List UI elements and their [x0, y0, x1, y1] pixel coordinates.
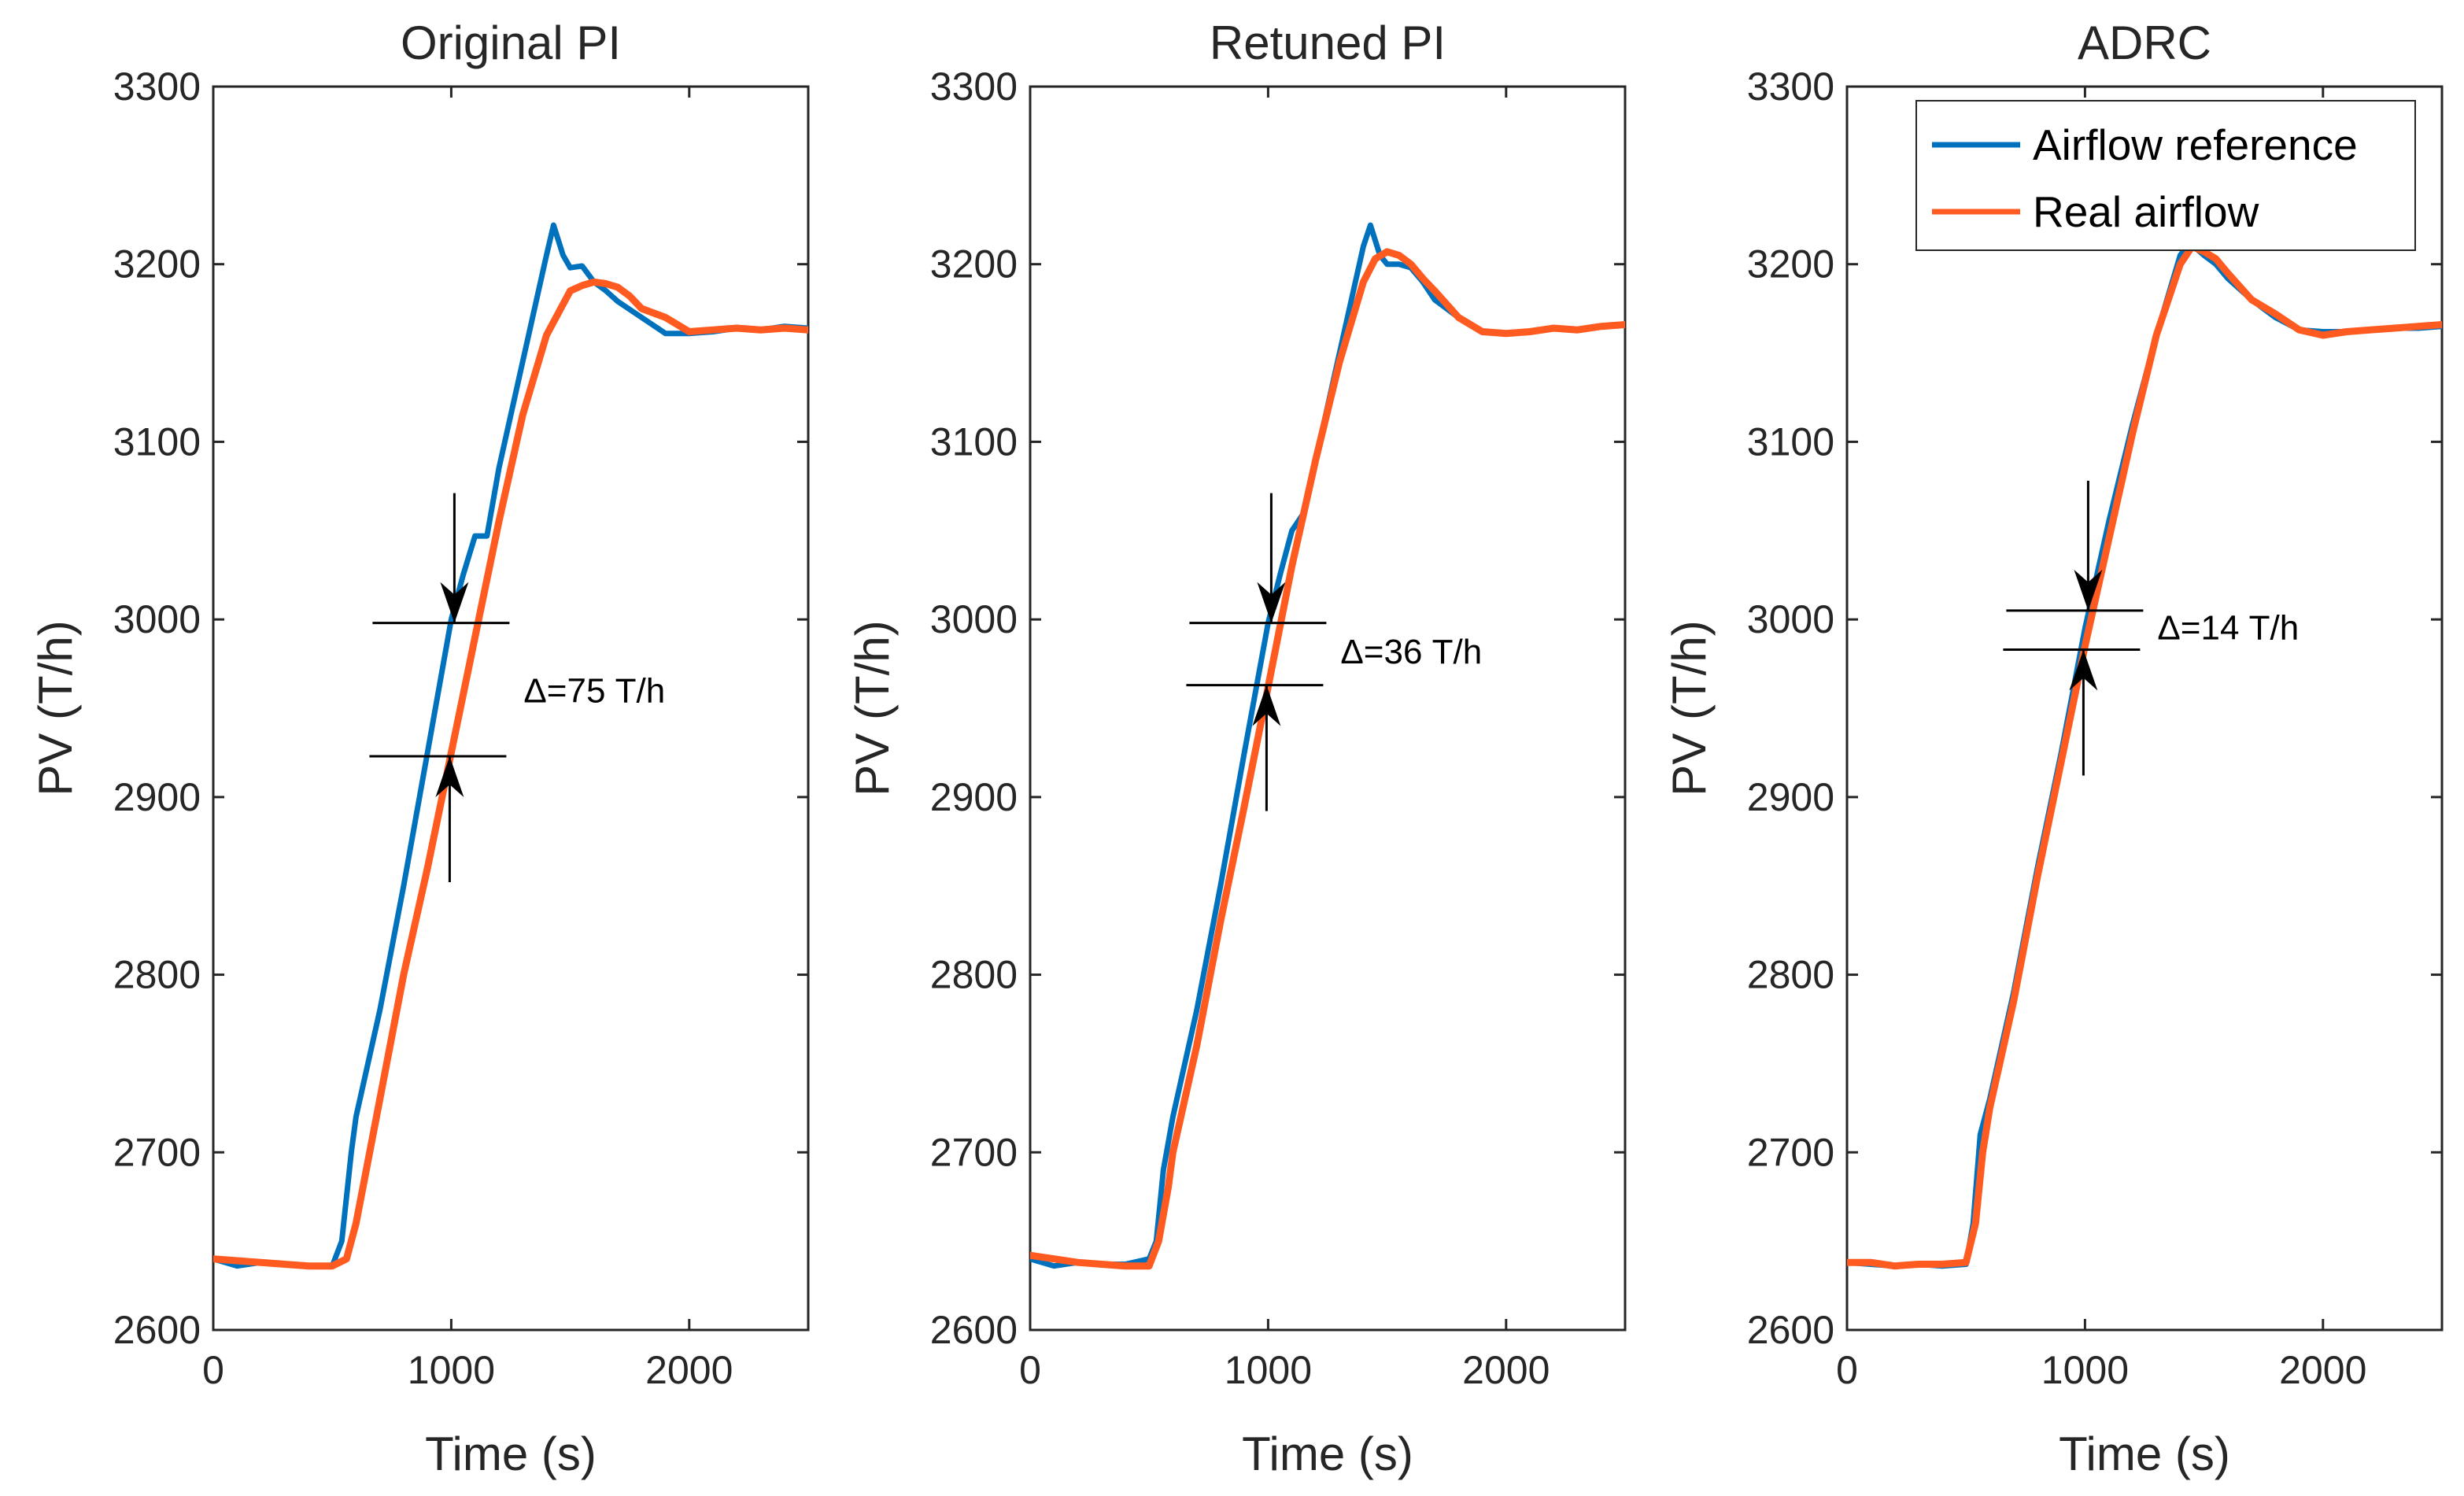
x-tick-label: 1000	[1225, 1348, 1312, 1392]
y-tick-label: 2600	[113, 1308, 201, 1352]
y-tick-label: 2900	[1747, 775, 1834, 819]
y-tick-label: 3000	[1747, 597, 1834, 641]
chart-title: ADRC	[2078, 17, 2211, 69]
y-tick-label: 3200	[930, 242, 1018, 286]
chart-panel-3: 2600 2700 2800 2900 3000 3100 3200 3300 0 1000 200…	[1663, 17, 2444, 1480]
x-tick-label: 2000	[2279, 1348, 2366, 1392]
axes-box	[1845, 85, 2444, 1332]
series-group	[213, 222, 808, 1270]
x-axis-label: Time (s)	[2059, 1428, 2230, 1480]
real-airflow-line	[213, 278, 808, 1270]
axes-box	[212, 85, 810, 1332]
y-tick-label: 3100	[113, 419, 201, 464]
y-tick-label: 3300	[1747, 65, 1834, 109]
y-tick-label: 2600	[930, 1308, 1018, 1352]
chart-panel-2: 2600 2700 2800 2900 3000 3100 3200 3300 0 1000 200…	[846, 17, 1627, 1480]
delta-lower-arrow-head	[1252, 685, 1281, 726]
y-tick-label: 2600	[1747, 1308, 1834, 1352]
delta-label: Δ=36 T/h	[1340, 633, 1482, 671]
series-group	[1847, 240, 2442, 1270]
delta-lower-arrow-head	[2069, 649, 2098, 691]
delta-upper-arrow-head	[2074, 569, 2103, 611]
y-tick-label: 3100	[1747, 419, 1834, 464]
chart-title: Retuned PI	[1210, 17, 1446, 69]
delta-upper-arrow-head	[1257, 582, 1286, 623]
y-tick-label: 2900	[930, 775, 1018, 819]
y-tick-label: 3100	[930, 419, 1018, 464]
legend-entry: Real airflow	[2033, 187, 2259, 236]
y-tick-label: 3300	[930, 65, 1018, 109]
y-tick-label: 2800	[113, 953, 201, 997]
legend: Airflow reference Real airflow	[1915, 100, 2416, 251]
y-axis-label: PV (T/h)	[1663, 620, 1716, 796]
series-group	[1030, 222, 1625, 1270]
y-tick-label: 2700	[113, 1130, 201, 1174]
x-tick-label: 2000	[645, 1348, 733, 1392]
y-axis-label: PV (T/h)	[846, 620, 899, 796]
y-tick-label: 3200	[113, 242, 201, 286]
y-tick-label: 3300	[113, 65, 201, 109]
airflow-reference-line	[213, 222, 808, 1269]
y-tick-label: 2700	[1747, 1130, 1834, 1174]
x-tick-label: 2000	[1462, 1348, 1550, 1392]
y-tick-label: 2800	[1747, 953, 1834, 997]
delta-label: Δ=75 T/h	[523, 671, 665, 710]
x-tick-label: 0	[202, 1348, 224, 1392]
chart-panel-1: 2600 2700 2800 2900 3000 3100 3200 3300 0 1000 200…	[29, 17, 810, 1480]
delta-upper-arrow-head	[440, 582, 469, 623]
x-tick-label: 0	[1836, 1348, 1858, 1392]
x-tick-label: 1000	[408, 1348, 495, 1392]
y-tick-label: 3200	[1747, 242, 1834, 286]
y-tick-label: 2700	[930, 1130, 1018, 1174]
chart-title: Original PI	[401, 17, 621, 69]
delta-annotation: Δ=14 T/h	[2003, 480, 2299, 776]
x-tick-label: 0	[1019, 1348, 1041, 1392]
x-axis-label: Time (s)	[1242, 1428, 1413, 1480]
y-tick-label: 3000	[930, 597, 1018, 641]
delta-lower-arrow-head	[435, 755, 464, 797]
delta-annotation: Δ=36 T/h	[1186, 493, 1482, 811]
x-axis-label: Time (s)	[425, 1428, 597, 1480]
x-tick-label: 1000	[2041, 1348, 2129, 1392]
y-tick-label: 2800	[930, 953, 1018, 997]
y-tick-label: 2900	[113, 775, 201, 819]
legend-box	[1915, 100, 2416, 251]
y-tick-label: 3000	[113, 597, 201, 641]
airflow-reference-line	[1030, 222, 1625, 1269]
y-axis-label: PV (T/h)	[29, 620, 82, 796]
delta-label: Δ=14 T/h	[2157, 609, 2299, 648]
real-airflow-line	[1847, 242, 2442, 1270]
real-airflow-line	[1030, 248, 1625, 1270]
axes-box	[1029, 85, 1627, 1332]
legend-entry: Airflow reference	[2033, 120, 2358, 169]
delta-annotation: Δ=75 T/h	[369, 493, 665, 882]
